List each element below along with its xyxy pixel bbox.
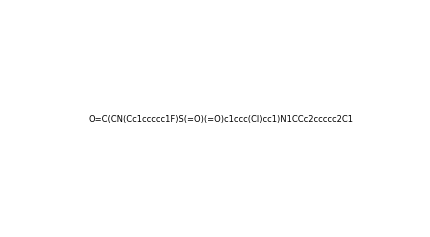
Text: O=C(CN(Cc1ccccc1F)S(=O)(=O)c1ccc(Cl)cc1)N1CCc2ccccc2C1: O=C(CN(Cc1ccccc1F)S(=O)(=O)c1ccc(Cl)cc1)…	[88, 115, 353, 124]
